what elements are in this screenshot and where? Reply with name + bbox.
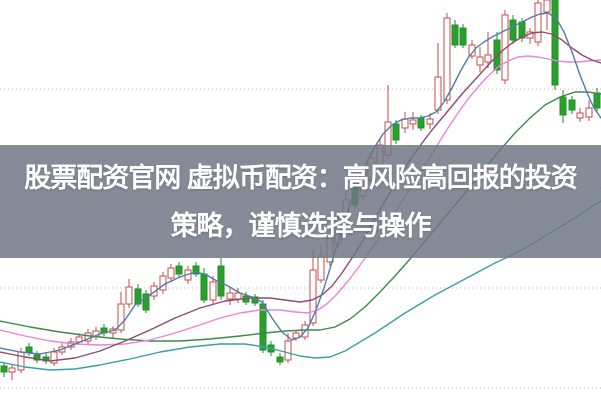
headline-overlay-band: 股票配资官网 虚拟币配资：高风险高回报的投资 策略，谨慎选择与操作: [0, 145, 601, 258]
ma-green: [0, 91, 601, 342]
headline-line-1: 股票配资官网 虚拟币配资：高风险高回报的投资: [24, 162, 578, 193]
headline-line-2: 策略，谨慎选择与操作: [170, 210, 432, 241]
